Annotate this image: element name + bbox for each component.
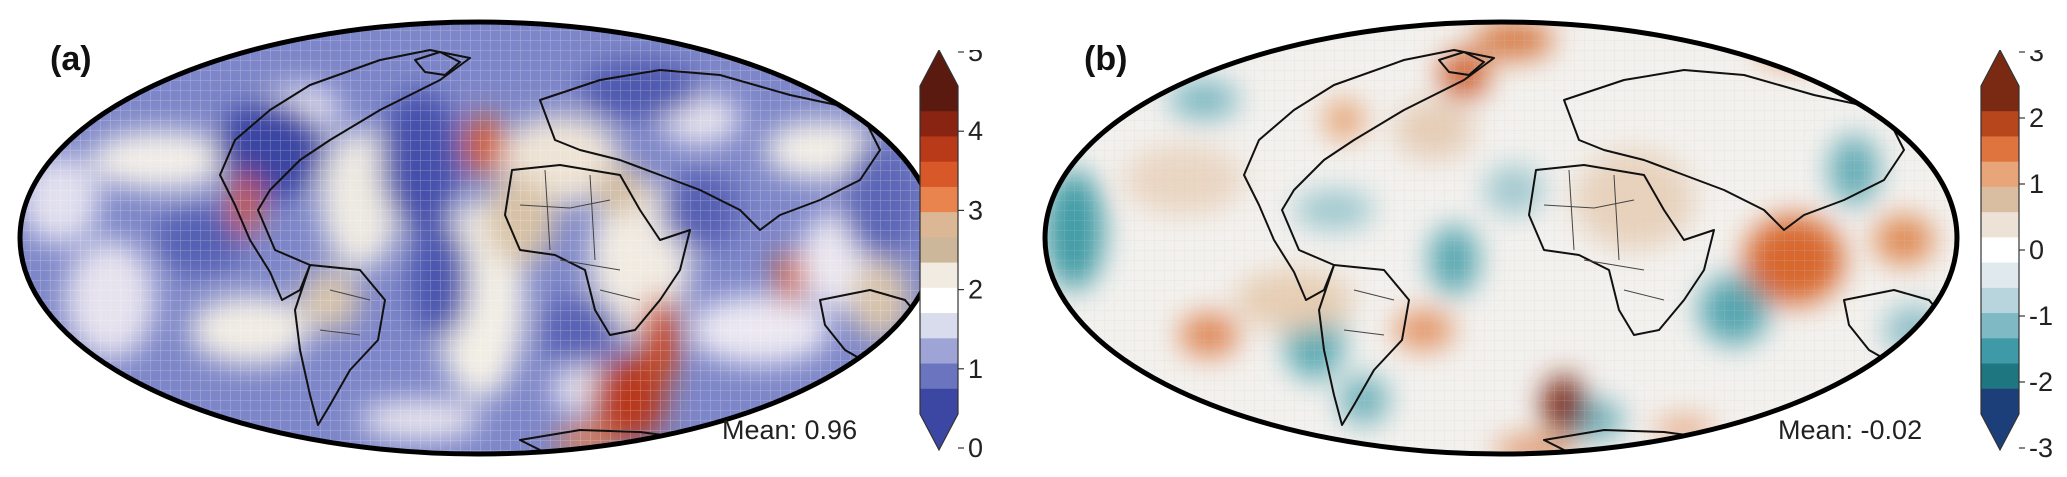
colorbar-segment bbox=[1981, 86, 2019, 112]
colorbar-tick-label: 2 bbox=[968, 275, 983, 305]
map-outline-b bbox=[1042, 19, 1960, 457]
colorbar-tick-label: 4 bbox=[968, 116, 983, 146]
colorbar-segment bbox=[1981, 136, 2019, 163]
panel-b: (b) Mean: -0.02 3 2 1 0 -1 -2 -3 bbox=[1034, 0, 2067, 477]
field-a bbox=[20, 22, 936, 454]
colorbar-segment bbox=[920, 313, 958, 339]
colorbar-min-arrow bbox=[1981, 414, 2019, 450]
colorbar-b: 3 2 1 0 -1 -2 -3 bbox=[1980, 50, 2053, 460]
colorbar-min-arrow bbox=[920, 414, 958, 450]
panel-a: (a) Mean: 0.96 5 4 3 2 1 0 bbox=[17, 19, 983, 460]
colorbar-segment bbox=[920, 363, 958, 390]
colorbar-segment bbox=[920, 136, 958, 163]
colorbar-tick-label: 0 bbox=[968, 433, 983, 460]
colorbar-segment bbox=[920, 111, 958, 137]
colorbar-segment bbox=[1981, 388, 2019, 415]
borders-a bbox=[319, 169, 641, 336]
colorbar-segment bbox=[1981, 161, 2019, 188]
colorbar-outline bbox=[1980, 50, 2020, 452]
colorbar-max-arrow bbox=[920, 50, 958, 86]
colorbar-segment bbox=[1981, 237, 2019, 264]
mean-value: Mean: 0.96 bbox=[722, 415, 858, 445]
colorbar-tick-label: 1 bbox=[2029, 169, 2044, 199]
colorbar-segment bbox=[920, 212, 958, 238]
colorbar-tick-label: 2 bbox=[2029, 103, 2044, 133]
colorbar-segment bbox=[920, 237, 958, 264]
colorbar-segment bbox=[1981, 111, 2019, 137]
colorbar-segment bbox=[1981, 313, 2019, 339]
colorbar-segment bbox=[1981, 338, 2019, 365]
colorbar-tick-label: 3 bbox=[968, 195, 983, 225]
borders-b bbox=[1343, 169, 1665, 336]
colorbar-segment bbox=[1981, 262, 2019, 289]
colorbar-segment bbox=[1981, 363, 2019, 390]
colorbar-segment bbox=[920, 186, 958, 213]
colorbar-segment bbox=[920, 161, 958, 188]
coastlines-b bbox=[1243, 49, 1955, 454]
colorbar-outline bbox=[919, 50, 959, 452]
colorbar-a: 5 4 3 2 1 0 bbox=[919, 50, 983, 460]
panel-label: (b) bbox=[1084, 40, 1128, 78]
colorbar-segment bbox=[1981, 186, 2019, 213]
map-b bbox=[1042, 19, 1960, 457]
colorbar-tick-label: 1 bbox=[968, 354, 983, 384]
colorbar-segment bbox=[1981, 287, 2019, 314]
colorbar-tick-label: 0 bbox=[2029, 235, 2044, 265]
colorbar-segment bbox=[920, 262, 958, 289]
colorbar-tick-label: -2 bbox=[2029, 367, 2053, 397]
colorbar-tick-label: -3 bbox=[2029, 433, 2053, 460]
mean-value: Mean: -0.02 bbox=[1778, 415, 1923, 445]
colorbar-tick-label: 3 bbox=[2029, 50, 2044, 67]
colorbar-segment bbox=[920, 388, 958, 415]
colorbar-segment bbox=[920, 86, 958, 112]
field-b bbox=[1045, 22, 1957, 454]
colorbar-segment bbox=[1981, 212, 2019, 238]
colorbar-segment bbox=[920, 287, 958, 314]
colorbar-tick-label: 5 bbox=[968, 50, 983, 67]
colorbar-max-arrow bbox=[1981, 50, 2019, 86]
colorbar-segment bbox=[920, 338, 958, 365]
colorbar-tick-label: -1 bbox=[2029, 301, 2053, 331]
panel-label: (a) bbox=[50, 40, 92, 78]
map-a bbox=[17, 19, 939, 457]
